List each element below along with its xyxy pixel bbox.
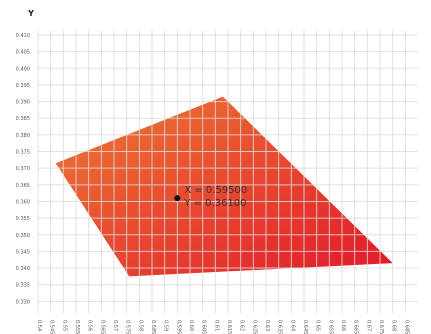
x-tick-label: 0.655 bbox=[327, 320, 333, 334]
x-tick-label: 0.545 bbox=[49, 320, 55, 334]
x-tick-label: 0.625 bbox=[251, 320, 257, 334]
y-tick-label: 0.375 bbox=[16, 150, 30, 156]
x-tick-label: 0.60 bbox=[188, 320, 194, 331]
x-tick-label: 0.565 bbox=[99, 320, 105, 334]
x-tick-label: 0.56 bbox=[87, 320, 93, 331]
x-tick-label: 0.645 bbox=[302, 320, 308, 334]
x-tick-label: 0.68 bbox=[391, 320, 397, 331]
x-tick-label: 0.585 bbox=[150, 320, 156, 334]
x-tick-label: 0.635 bbox=[277, 320, 283, 334]
x-tick-label: 0.59 bbox=[163, 320, 169, 331]
y-tick-label: 0.340 bbox=[16, 266, 30, 272]
x-tick-label: 0.575 bbox=[125, 320, 131, 334]
x-tick-label: 0.62 bbox=[239, 320, 245, 331]
y-tick-label: 0.370 bbox=[16, 166, 30, 172]
y-axis-title: Y bbox=[27, 9, 34, 18]
point-x-readout: X = 0.59500 bbox=[184, 185, 247, 196]
y-tick-label: 0.395 bbox=[16, 83, 30, 89]
x-tick-label: 0.66 bbox=[340, 320, 346, 331]
y-tick-label: 0.345 bbox=[16, 249, 30, 255]
x-tick-label: 0.605 bbox=[201, 320, 207, 334]
y-tick-label: 0.385 bbox=[16, 116, 30, 122]
y-tick-label: 0.390 bbox=[16, 100, 30, 106]
x-tick-label: 0.63 bbox=[264, 320, 270, 331]
y-tick-label: 0.360 bbox=[16, 199, 30, 205]
x-tick-label: 0.57 bbox=[112, 320, 118, 331]
x-tick-label: 0.64 bbox=[289, 320, 295, 331]
y-tick-label: 0.355 bbox=[16, 216, 30, 222]
y-tick-label: 0.330 bbox=[16, 299, 30, 305]
x-tick-label: 0.67 bbox=[365, 320, 371, 331]
x-tick-label: 0.675 bbox=[378, 320, 384, 334]
x-tick-label: 0.685 bbox=[403, 320, 409, 334]
selected-point-marker bbox=[174, 195, 181, 202]
x-tick-label: 0.55 bbox=[61, 320, 67, 331]
x-tick-label: 0.58 bbox=[137, 320, 143, 331]
y-tick-label: 0.380 bbox=[16, 133, 30, 139]
x-tick-label: 0.615 bbox=[226, 320, 232, 334]
point-y-readout: Y = 0.36100 bbox=[183, 198, 246, 209]
y-tick-label: 0.400 bbox=[16, 66, 30, 72]
x-tick-label: 0.665 bbox=[353, 320, 359, 334]
y-tick-label: 0.350 bbox=[16, 233, 30, 239]
x-tick-label: 0.65 bbox=[315, 320, 321, 331]
x-tick-label: 0.555 bbox=[74, 320, 80, 334]
gamut-polygon bbox=[55, 96, 393, 277]
x-tick-label: 0.54 bbox=[36, 320, 42, 331]
y-tick-label: 0.405 bbox=[16, 50, 30, 56]
x-tick-label: 0.61 bbox=[213, 320, 219, 331]
y-tick-label: 0.410 bbox=[16, 33, 30, 39]
y-tick-label: 0.365 bbox=[16, 183, 30, 189]
x-tick-label: 0.595 bbox=[175, 320, 181, 334]
y-tick-label: 0.335 bbox=[16, 283, 30, 289]
